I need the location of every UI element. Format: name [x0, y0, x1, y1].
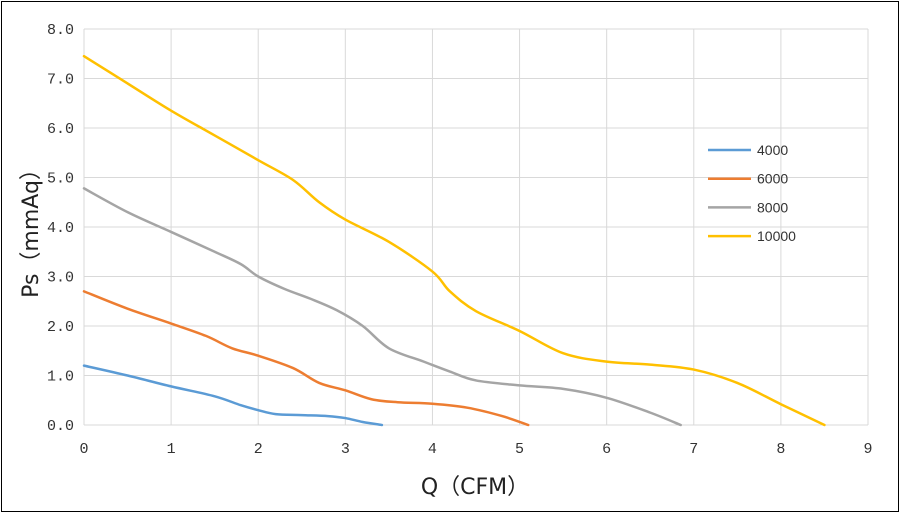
y-tick-label: 6.0	[47, 121, 74, 138]
x-tick-label: 0	[79, 441, 88, 458]
x-tick-label: 8	[776, 441, 785, 458]
y-tick-label: 8.0	[47, 22, 74, 39]
x-tick-label: 6	[602, 441, 611, 458]
y-axis-ticks: 0.0 1.0 2.0 3.0 4.0 5.0 6.0 7.0 8.0	[47, 22, 74, 435]
x-tick-label: 4	[428, 441, 437, 458]
series-line-6000	[82, 290, 530, 427]
series-line-4000	[82, 364, 384, 427]
legend-label-4000: 4000	[757, 142, 788, 158]
series-line-10000	[82, 54, 826, 427]
x-axis-label: Q（CFM）	[421, 475, 529, 500]
x-tick-label: 2	[254, 441, 263, 458]
legend-label-10000: 10000	[757, 228, 796, 244]
x-tick-label: 3	[341, 441, 350, 458]
x-axis-ticks: 0 1 2 3 4 5 6 7 8 9	[79, 441, 872, 458]
x-tick-label: 1	[167, 441, 176, 458]
legend-label-8000: 8000	[757, 199, 788, 215]
y-tick-label: 4.0	[47, 220, 74, 237]
series-line-8000	[82, 187, 682, 427]
y-tick-label: 0.0	[47, 418, 74, 435]
y-tick-label: 7.0	[47, 72, 74, 89]
series-lines	[82, 54, 826, 427]
y-axis-label: Ps（mmAq）	[19, 158, 44, 298]
grid-lines	[83, 28, 869, 426]
y-tick-label: 5.0	[47, 171, 74, 188]
legend-label-6000: 6000	[757, 171, 788, 187]
y-tick-label: 2.0	[47, 319, 74, 336]
y-tick-label: 1.0	[47, 369, 74, 386]
x-tick-label: 7	[689, 441, 698, 458]
x-tick-label: 9	[863, 441, 872, 458]
x-tick-label: 5	[515, 441, 524, 458]
y-tick-label: 3.0	[47, 270, 74, 287]
legend: 4000 6000 8000 10000	[708, 142, 796, 244]
